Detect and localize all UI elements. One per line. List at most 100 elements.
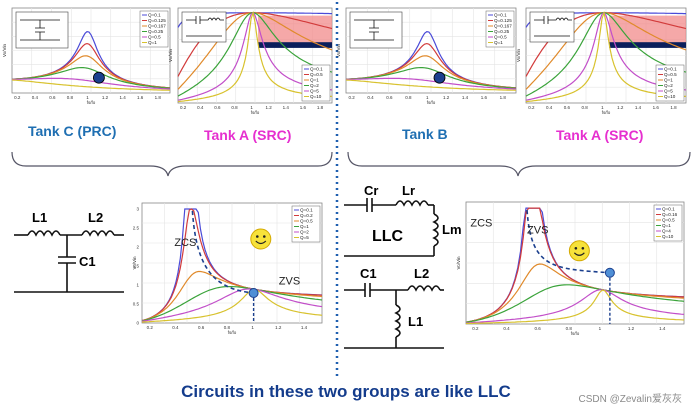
- llc-left-gain-legend-entry: Q=2: [300, 230, 309, 235]
- tank-a-right-gain-navy-band: [609, 42, 686, 48]
- tank-c-gain-xtick: 1.2: [102, 95, 109, 100]
- tank-a-right-gain-legend-entry: Q=2: [664, 83, 673, 88]
- llc-left-gain-xtick: 1.4: [301, 325, 308, 330]
- llc-right-gain-boundary-curve: [526, 209, 610, 274]
- tank-a-left-gain-xlabel: fs/fo: [251, 110, 260, 115]
- tank-a-left-gain-xtick: 1.2: [266, 105, 273, 110]
- tank-c-gain-legend-entry: Q=0.25: [148, 29, 164, 34]
- label-tank-a-right: Tank A (SRC): [556, 127, 644, 143]
- llc-left-gain-ytick: 0.5: [133, 302, 140, 307]
- tank-c-gain-series-line: [11, 67, 171, 89]
- smiley-eye-icon: [581, 247, 585, 250]
- tank-c-gain-legend-entry: Q=0.5: [148, 35, 161, 40]
- tank-a-left-gain-xtick: 1.4: [283, 105, 290, 110]
- tank-a-left-gain-ylabel: Vo/Vin: [168, 49, 173, 62]
- tank-a-right-gain-xtick: 1.2: [617, 105, 624, 110]
- smiley-icon: [250, 228, 272, 250]
- tank-a-right-gain-xtick: 0.6: [564, 105, 571, 110]
- tank-b-gain-xtick: 0.4: [367, 95, 374, 100]
- llc-right-gain-series-line: [465, 289, 685, 325]
- label-l2: L2: [88, 210, 103, 225]
- tank-a-right-gain-xtick: 1.8: [670, 105, 677, 110]
- llc-left-gain-legend: [291, 205, 321, 243]
- llc-left-gain-ylabel: Vo/Vin: [132, 256, 137, 269]
- tank-a-right-gain-ylabel: Vo/Vin: [516, 49, 521, 62]
- zvs-label: ZVS: [527, 225, 548, 237]
- tank-a-right-gain-legend-entry: Q=0.5: [664, 72, 677, 77]
- watermark: CSDN @Zevalin爱灰灰: [578, 394, 682, 405]
- zcs-label: ZCS: [470, 217, 492, 229]
- llc-left-gain-ytick: 2: [136, 245, 139, 250]
- tank-b-gain-legend-entry: Q=0.1: [494, 13, 507, 18]
- tank-c-gain-xtick: 0.6: [49, 95, 56, 100]
- llc-right-gain-series-line: [465, 263, 685, 323]
- brace-left: [11, 151, 333, 177]
- llc-right-gain-xtick: 0.8: [566, 326, 573, 331]
- llc-left-gain-series-line: [141, 288, 323, 322]
- tank-a-left-gain-xtick: 1.6: [300, 105, 307, 110]
- tank-a-left-gain-legend-entry: Q=10: [310, 94, 322, 99]
- llc-right-gain-xlabel: fs/fo: [571, 331, 580, 336]
- inductor-l2b: [407, 285, 441, 292]
- llc-right-gain-xtick: 1.2: [628, 326, 635, 331]
- llc-right-gain-legend-entry: Q=1: [662, 223, 671, 228]
- tank-a-right-gain-legend-entry: Q=5: [664, 89, 673, 94]
- smiley-mouth-icon: [573, 252, 585, 256]
- tank-a-left-gain-navy-band: [258, 42, 332, 48]
- label-l1b: L1: [408, 314, 423, 329]
- tank-c-gain-xtick: 0.2: [14, 95, 21, 100]
- llc-left-gain-xtick: 0.8: [224, 325, 231, 330]
- tank-a-right-gain-xlabel: fs/fo: [602, 110, 611, 115]
- llc-left-gain-xtick: 0.2: [147, 325, 154, 330]
- llc-left-gain-operating-point: [248, 288, 259, 298]
- tank-a-left-gain-inset-schematic: [181, 11, 227, 43]
- caption: Circuits in these two groups are like LL…: [181, 382, 511, 401]
- label-c1: C1: [79, 254, 96, 269]
- tank-b-gain-xtick: 1.6: [481, 95, 488, 100]
- llc-right-gain-series-line: [465, 289, 685, 324]
- llc-left-gain-xtick: 0.6: [198, 325, 205, 330]
- tank-a-left-gain-inset-circuit: [186, 16, 224, 37]
- tank-b-gain-xtick: 0.2: [349, 95, 356, 100]
- tank-c-gain-xtick: 1.6: [137, 95, 144, 100]
- smiley-mouth-icon: [255, 240, 267, 245]
- tank-a-left-gain-xtick: 0.4: [197, 105, 204, 110]
- tank-b-gain-series-line: [345, 79, 517, 91]
- smiley-eye-icon: [263, 235, 266, 238]
- llc-left-gain-series-line: [141, 270, 323, 322]
- label-llc: LLC: [372, 228, 404, 245]
- llc-right-gain-xtick: 1.4: [659, 326, 666, 331]
- llc-right-gain-xtick: 1: [599, 326, 602, 331]
- llc-left-gain-ytick: 1: [136, 283, 139, 288]
- llc-right-gain-chart: Q=0.1Q=0.16Q=0.5Q=1Q=4Q=10 0.2 0.4 0.6 0.8 1 1…: [456, 201, 685, 336]
- tank-a-right-gain-xtick: 1.6: [653, 105, 660, 110]
- tank-a-right-gain-inset-circuit: [534, 16, 572, 37]
- llc-left-gain-chart: Q=0.1Q=0.2Q=0.5Q=1Q=2Q=5 0.2 0.4 0.6 0.8 1 1.2…: [132, 202, 323, 335]
- tank-a-right-gain-xtick: 0.4: [546, 105, 553, 110]
- circuit-l1-c1-l2: [14, 230, 124, 293]
- tank-c-gain-legend-entry: Q=0.167: [148, 24, 166, 29]
- label-tank-c: Tank C (PRC): [28, 123, 117, 139]
- inductor-l2: [81, 230, 115, 237]
- tank-c-gain-legend-entry: Q=1: [148, 40, 157, 45]
- tank-b-gain-xtick: 0.6: [386, 95, 393, 100]
- inductor-l1: [27, 230, 61, 237]
- tank-a-left-gain-xtick: 0.6: [214, 105, 221, 110]
- tank-b-gain-series-line: [345, 67, 517, 89]
- inductor-lr: [395, 200, 429, 207]
- tank-a-right-gain-legend-entry: Q=0.1: [664, 67, 677, 72]
- tank-c-gain-xtick: 0.8: [67, 95, 74, 100]
- tank-b-gain-inset-circuit: [354, 19, 394, 41]
- tank-b-gain-legend-entry: Q=0.125: [494, 18, 512, 23]
- tank-a-right-gain-xtick: 1.4: [635, 105, 642, 110]
- tank-b-gain-legend-entry: Q=0.5: [494, 35, 507, 40]
- tank-c-gain-legend-entry: Q=0.1: [148, 13, 161, 18]
- tank-a-right-gain-legend-entry: Q=10: [664, 94, 676, 99]
- label-cr: Cr: [364, 183, 378, 198]
- tank-a-left-gain-legend-entry: Q=5: [310, 89, 319, 94]
- llc-left-gain-legend-entry: Q=5: [300, 235, 309, 240]
- tank-a-left-gain-legend-entry: Q=0.1: [310, 67, 323, 72]
- zvs-label: ZVS: [279, 276, 300, 288]
